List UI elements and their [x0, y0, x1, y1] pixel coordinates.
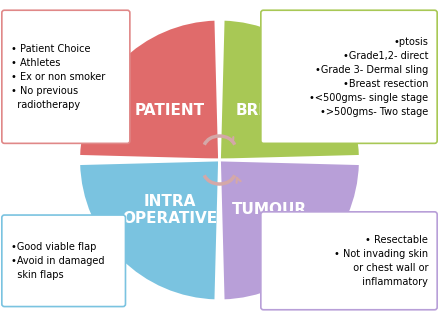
Text: INTRA
OPERATIVE: INTRA OPERATIVE	[122, 194, 217, 226]
Text: • Patient Choice
• Athletes
• Ex or non smoker
• No previous
  radiotherapy: • Patient Choice • Athletes • Ex or non …	[11, 44, 105, 110]
FancyBboxPatch shape	[2, 10, 130, 143]
Text: •Good viable flap
•Avoid in damaged
  skin flaps: •Good viable flap •Avoid in damaged skin…	[11, 242, 104, 280]
Text: PATIENT: PATIENT	[134, 103, 204, 118]
FancyBboxPatch shape	[260, 10, 436, 143]
Wedge shape	[219, 160, 360, 301]
Text: •ptosis
•Grade1,2- direct
•Grade 3- Dermal sling
•Breast resection
•<500gms- sin: •ptosis •Grade1,2- direct •Grade 3- Derm…	[308, 37, 427, 117]
FancyBboxPatch shape	[260, 212, 436, 310]
Wedge shape	[78, 160, 219, 301]
Text: TUMOUR: TUMOUR	[231, 202, 306, 217]
FancyBboxPatch shape	[2, 215, 125, 307]
Text: • Resectable
• Not invading skin
  or chest wall or
  inflammatory: • Resectable • Not invading skin or ches…	[333, 235, 427, 287]
Wedge shape	[219, 19, 360, 160]
Wedge shape	[78, 19, 219, 160]
Text: BREAST: BREAST	[235, 103, 302, 118]
